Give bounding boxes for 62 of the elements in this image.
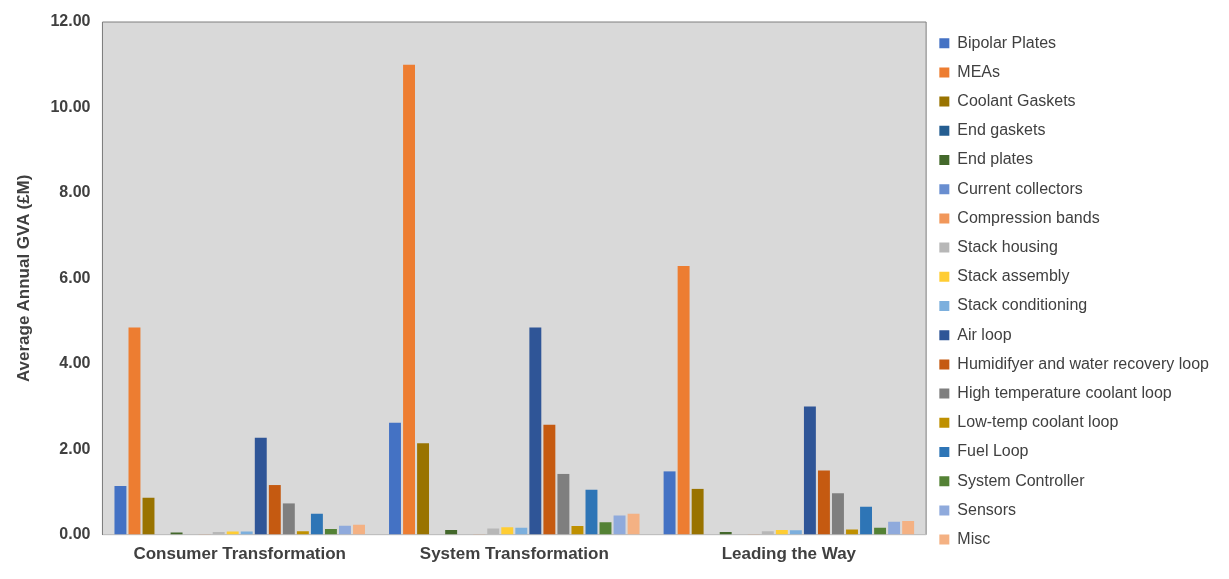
bar <box>254 437 267 535</box>
x-tick-label: Leading the Way <box>721 544 857 564</box>
bar <box>128 327 141 535</box>
y-tick-label: 6.00 <box>59 268 91 286</box>
legend-label: Stack assembly <box>957 267 1070 285</box>
legend-label: Stack conditioning <box>957 296 1088 314</box>
legend-label: High temperature coolant loop <box>957 384 1172 402</box>
bar <box>339 525 351 535</box>
bar <box>353 524 365 535</box>
y-tick-label: 4.00 <box>59 354 91 372</box>
bar <box>677 265 690 535</box>
bar <box>501 527 514 535</box>
y-tick-label: 2.00 <box>59 439 91 457</box>
legend-label: End plates <box>957 150 1033 168</box>
legend-label: Current collectors <box>957 179 1083 197</box>
bar <box>170 532 183 535</box>
y-axis-title: Average Annual GVA (£M) <box>13 174 33 383</box>
bar <box>888 521 901 535</box>
bar <box>529 327 542 535</box>
bar <box>114 485 127 535</box>
legend-label: Compression bands <box>957 208 1100 226</box>
legend-label: Low-temp coolant loop <box>957 413 1119 431</box>
legend-label: Stack housing <box>957 238 1058 256</box>
legend-label: Bipolar Plates <box>957 33 1057 51</box>
bar <box>846 529 858 535</box>
bar <box>902 520 915 535</box>
legend-label: Sensors <box>957 500 1017 518</box>
legend-label: Air loop <box>957 325 1012 343</box>
legend-label: Humidifyer and water recovery loop <box>957 354 1210 372</box>
bar <box>543 424 556 535</box>
bar <box>585 489 598 535</box>
bar <box>268 485 281 535</box>
bar <box>282 503 295 535</box>
bar <box>403 64 415 535</box>
legend-label: MEAs <box>957 62 1001 80</box>
bar <box>860 506 872 535</box>
bar <box>557 473 570 535</box>
bar <box>310 513 323 535</box>
x-tick-label: Consumer Transformation <box>133 544 346 564</box>
legend-label: System Controller <box>957 471 1086 489</box>
x-tick-label: System Transformation <box>419 544 609 564</box>
bar <box>324 529 337 535</box>
bar <box>417 443 430 535</box>
legend-label: Fuel Loop <box>957 442 1029 460</box>
bar <box>663 471 676 535</box>
bar <box>389 422 401 535</box>
bar <box>691 488 704 535</box>
legend-label: Misc <box>957 530 991 548</box>
y-tick-label: 8.00 <box>59 183 91 201</box>
bar <box>803 406 816 535</box>
y-tick-label: 12.00 <box>50 12 91 30</box>
y-tick-label: 0.00 <box>59 525 91 543</box>
legend-label: Coolant Gaskets <box>957 92 1076 110</box>
bar <box>613 515 626 535</box>
bar <box>142 497 155 535</box>
bar <box>789 530 802 535</box>
bar <box>817 470 830 535</box>
legend-label: End gaskets <box>957 121 1046 139</box>
y-tick-label: 10.00 <box>50 97 91 115</box>
bar <box>627 513 640 535</box>
bar <box>832 493 844 535</box>
bar <box>571 526 584 535</box>
